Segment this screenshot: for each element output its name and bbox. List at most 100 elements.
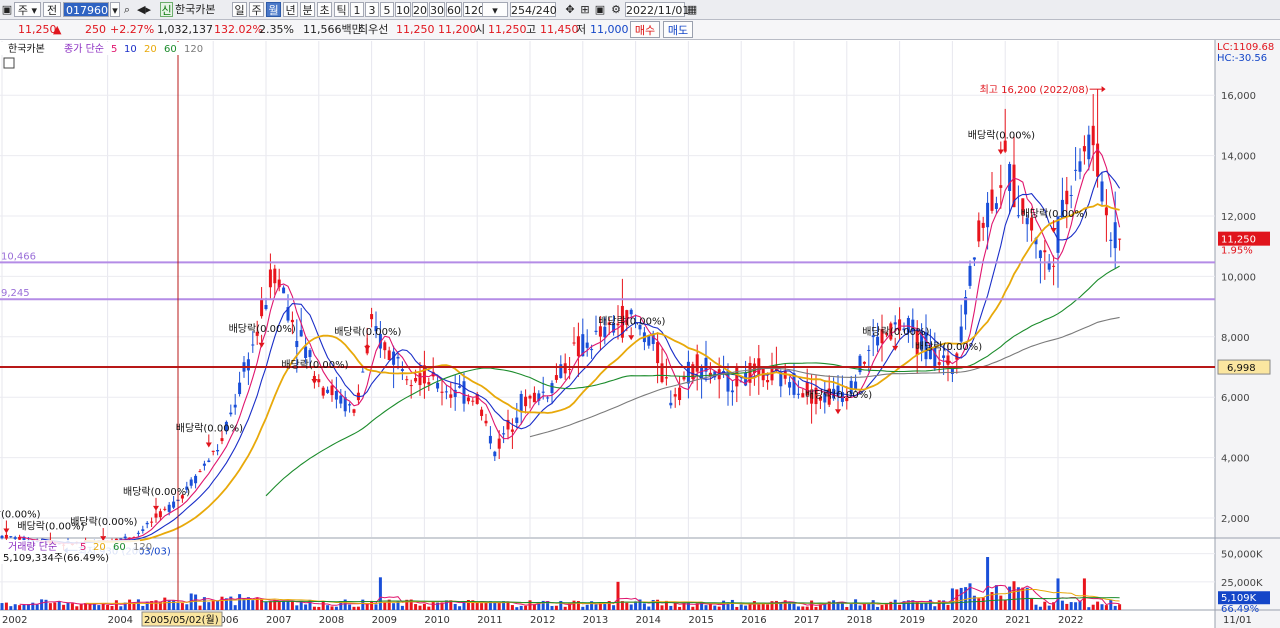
- candle-216: [950, 367, 954, 374]
- candle-72: [317, 379, 321, 383]
- period-tab-5[interactable]: 초: [317, 2, 332, 17]
- volume-bar-55: [242, 598, 246, 610]
- market-mode-select[interactable]: 전: [43, 2, 61, 17]
- candle-160: [704, 357, 708, 372]
- search-icon[interactable]: ⌕: [123, 3, 131, 16]
- market-select[interactable]: 주 ▾: [14, 2, 41, 17]
- period-tab-0[interactable]: 일: [232, 2, 247, 17]
- candle-99: [436, 382, 440, 389]
- bar-count-input[interactable]: 254/240: [510, 2, 557, 17]
- period-tab-3[interactable]: 년: [283, 2, 298, 17]
- price-chart[interactable]: 16,000 14,000 12,000 10,000 8,000 6,000 4,000 2…: [0, 40, 1280, 628]
- volume-bar-164: [722, 600, 726, 610]
- interval-tab-5[interactable]: 5: [380, 2, 394, 17]
- volume-bar-50: [220, 596, 224, 610]
- current-pct-label: 1.95%: [1221, 246, 1253, 257]
- candle-101: [444, 391, 448, 393]
- stock-code-input[interactable]: 017960: [63, 2, 109, 17]
- volume-bar-113: [497, 603, 501, 610]
- volume-bar-48: [211, 600, 215, 610]
- volume-bar-72: [317, 606, 321, 610]
- volume-bar-129: [568, 603, 572, 610]
- candle-84: [370, 314, 374, 320]
- interval-tab-3[interactable]: 3: [365, 2, 379, 17]
- volume-bar-210: [924, 602, 928, 610]
- sound-icon[interactable]: ◀▸: [137, 3, 151, 16]
- open-label: 시: [475, 23, 486, 36]
- interval-select[interactable]: ▾: [482, 2, 508, 17]
- volume-bar-32: [141, 605, 145, 610]
- candle-239: [1052, 265, 1056, 267]
- settings-icon[interactable]: ⚙: [611, 3, 621, 16]
- volume-bar-207: [911, 600, 915, 610]
- candle-125: [550, 383, 554, 393]
- candle-245: [1078, 161, 1082, 172]
- volume-bar-111: [488, 601, 492, 610]
- volume-bar-136: [598, 602, 602, 610]
- candle-206: [906, 318, 910, 333]
- crosshair-icon[interactable]: ✥: [565, 3, 575, 16]
- volume-bar-195: [858, 605, 862, 610]
- interval-tab-60[interactable]: 60: [446, 2, 462, 17]
- candle-53: [233, 404, 237, 408]
- candle-49: [216, 450, 220, 452]
- interval-tab-20[interactable]: 20: [412, 2, 428, 17]
- buy-button[interactable]: 매수: [630, 21, 660, 38]
- calendar-icon[interactable]: ▦: [686, 3, 698, 16]
- volume-bar-74: [326, 605, 330, 610]
- sell-button[interactable]: 매도: [663, 21, 693, 38]
- interval-tab-30[interactable]: 30: [429, 2, 445, 17]
- candle-129: [568, 368, 572, 370]
- period-tab-1[interactable]: 주: [249, 2, 264, 17]
- x-right-label: 11/01: [1223, 615, 1252, 626]
- period-tab-6[interactable]: 틱: [334, 2, 349, 17]
- candle-63: [277, 279, 281, 288]
- candle-46: [202, 463, 206, 466]
- volume-bar-79: [348, 604, 352, 610]
- volume-bar-92: [405, 599, 409, 610]
- interval-tab-120[interactable]: 120: [463, 2, 485, 17]
- period-tab-4[interactable]: 분: [300, 2, 315, 17]
- new-badge-label: 신: [161, 4, 172, 17]
- candle-174: [766, 380, 770, 383]
- volume-bar-14: [62, 604, 66, 610]
- candle-236: [1038, 250, 1042, 259]
- candle-247: [1087, 134, 1091, 160]
- fit-icon[interactable]: ▣: [594, 3, 606, 16]
- volume-bar-81: [356, 606, 360, 610]
- candle-136: [598, 326, 602, 337]
- volume-bar-102: [449, 600, 453, 610]
- volume-bar-165: [726, 602, 730, 610]
- volume-bar-174: [766, 604, 770, 610]
- candle-167: [735, 367, 739, 387]
- stock-name-label: 한국카본: [175, 3, 216, 16]
- dividend-marker-8: [311, 379, 318, 385]
- volume-bar-135: [594, 604, 598, 610]
- candle-77: [339, 395, 343, 404]
- volume-bar-184: [810, 600, 814, 610]
- volume-bar-150: [660, 605, 664, 610]
- volume-bar-206: [906, 600, 910, 610]
- volume-legend-title: 거래량 단순: [8, 541, 57, 553]
- x-tick-2017: 2017: [794, 615, 819, 626]
- vol-current-label: 5,109K: [1221, 593, 1257, 604]
- volume-bar-64: [282, 600, 286, 610]
- candle-109: [480, 409, 484, 416]
- volume-bar-222: [977, 598, 981, 610]
- price-legend-bg: [0, 42, 190, 55]
- candle-69: [304, 346, 308, 359]
- code-dropdown-button[interactable]: ▾: [110, 2, 120, 17]
- interval-tab-1[interactable]: 1: [350, 2, 364, 17]
- date-input[interactable]: 2022/11/01: [625, 2, 689, 17]
- zoom-icon[interactable]: ⊞: [580, 3, 590, 16]
- volume-bar-37: [163, 597, 167, 610]
- candle-59: [260, 299, 264, 317]
- candle-154: [678, 387, 682, 401]
- volume-bar-194: [854, 599, 858, 610]
- period-tab-2[interactable]: 월: [266, 2, 281, 17]
- chart-menu-icon[interactable]: ▣: [1, 3, 13, 16]
- volume-bar-91: [400, 605, 404, 610]
- interval-tab-10[interactable]: 10: [395, 2, 411, 17]
- volume-bar-28: [123, 602, 127, 610]
- volume-bar-167: [735, 606, 739, 610]
